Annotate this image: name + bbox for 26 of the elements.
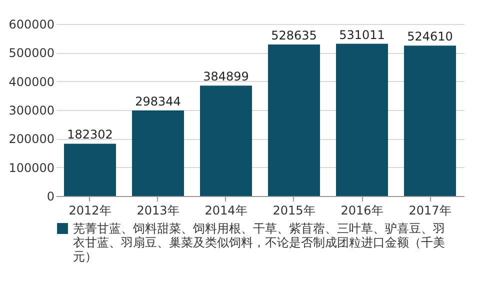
data-label: 528635 xyxy=(271,28,317,42)
y-tick-label: 500000 xyxy=(8,46,54,60)
bar xyxy=(200,86,252,196)
y-tick-label: 400000 xyxy=(8,74,54,89)
y-tick-label: 600000 xyxy=(8,18,54,32)
data-label: 524610 xyxy=(407,30,453,44)
legend-label: 芜菁甘蓝、饲料甜菜、饲料用根、干草、紫苜蓿、三叶草、驴喜豆、羽衣甘蓝、羽扇豆、巢菜及类似饲料，不论是否制成团粒进口金额（千美元） xyxy=(73,222,445,264)
y-tick-label: 300000 xyxy=(8,104,54,118)
data-label: 298344 xyxy=(135,94,181,108)
bar xyxy=(132,110,184,196)
x-tick-label: 2016年 xyxy=(340,204,384,218)
x-tick-label: 2012年 xyxy=(68,204,112,218)
bar xyxy=(64,144,116,196)
y-tick-label: 100000 xyxy=(8,160,54,175)
bar xyxy=(268,44,320,196)
data-label: 182302 xyxy=(67,128,113,142)
y-tick-label: 0 xyxy=(46,190,54,204)
x-tick-label: 2014年 xyxy=(204,204,248,218)
bar xyxy=(336,44,388,196)
x-tick-label: 2013年 xyxy=(136,204,180,218)
bar xyxy=(404,46,456,196)
y-tick-label: 200000 xyxy=(8,132,54,146)
data-label: 384899 xyxy=(203,70,249,84)
x-tick-label: 2015年 xyxy=(272,204,316,218)
data-label: 531011 xyxy=(339,28,385,42)
x-tick-label: 2017年 xyxy=(408,204,452,218)
